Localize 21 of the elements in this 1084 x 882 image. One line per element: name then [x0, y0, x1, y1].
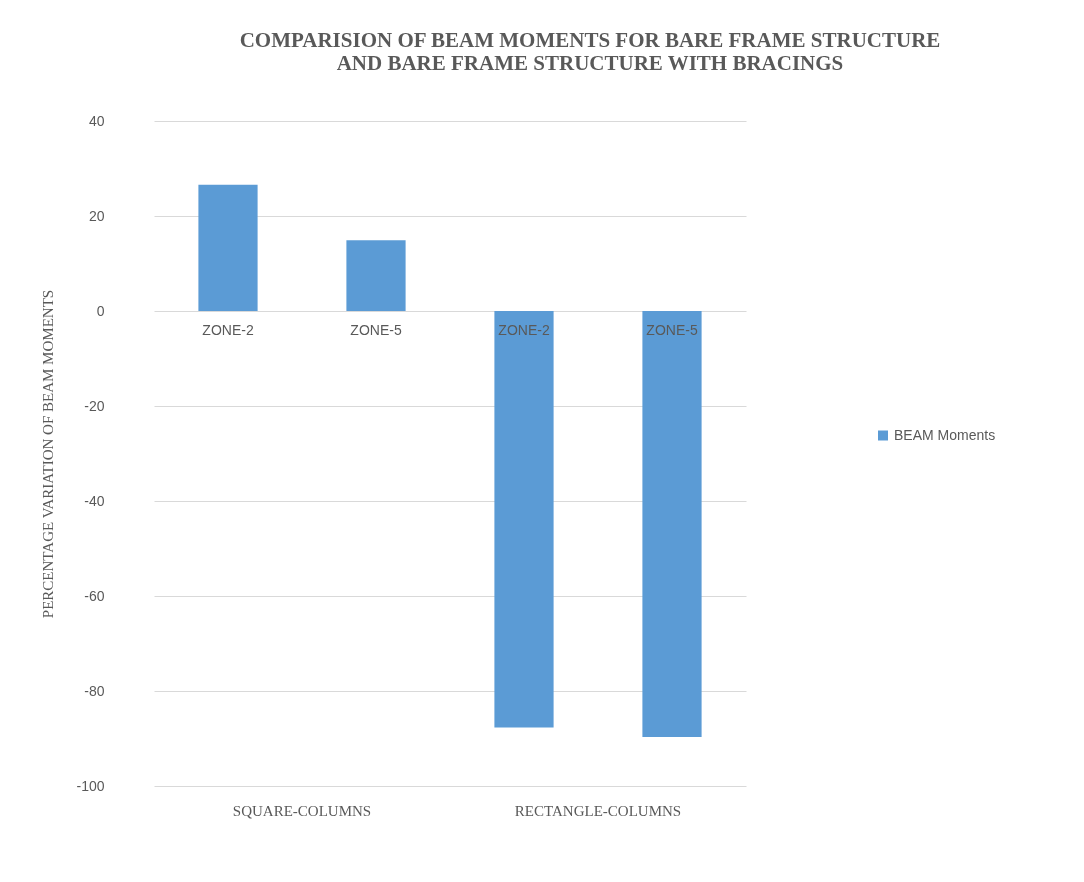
bar	[346, 240, 406, 311]
y-tick-label: -40	[84, 492, 105, 509]
legend-label: BEAM Moments	[894, 426, 996, 443]
x-tick-label: ZONE-5	[350, 321, 402, 338]
bar	[642, 311, 702, 738]
y-tick-label: -80	[84, 682, 105, 699]
y-tick-label: 20	[88, 207, 105, 224]
y-tick-label: -60	[84, 587, 105, 604]
y-tick-label: -100	[76, 777, 105, 794]
chart-title: COMPARISION OF BEAM MOMENTS FOR BARE FRAME STRUCTURE AND BARE FRAME STRUCTURE WITH BRACINGS	[239, 28, 941, 75]
x-tick-label: ZONE-5	[646, 321, 698, 338]
y-tick-label: 40	[88, 112, 105, 129]
x-tick-label: ZONE-2	[498, 321, 550, 338]
y-tick-label: 0	[96, 302, 105, 319]
bar	[494, 311, 554, 728]
bar	[198, 184, 258, 311]
text: SQUARE-COLUMNS	[232, 803, 372, 819]
x-tick-label: ZONE-2	[202, 321, 254, 338]
y-tick-label: -20	[84, 397, 105, 414]
y-axis-title: PERCENTAGE VARIATION OF BEAM MOMENTS	[40, 289, 57, 619]
text: RECTANGLE-COLUMNS	[514, 803, 682, 819]
